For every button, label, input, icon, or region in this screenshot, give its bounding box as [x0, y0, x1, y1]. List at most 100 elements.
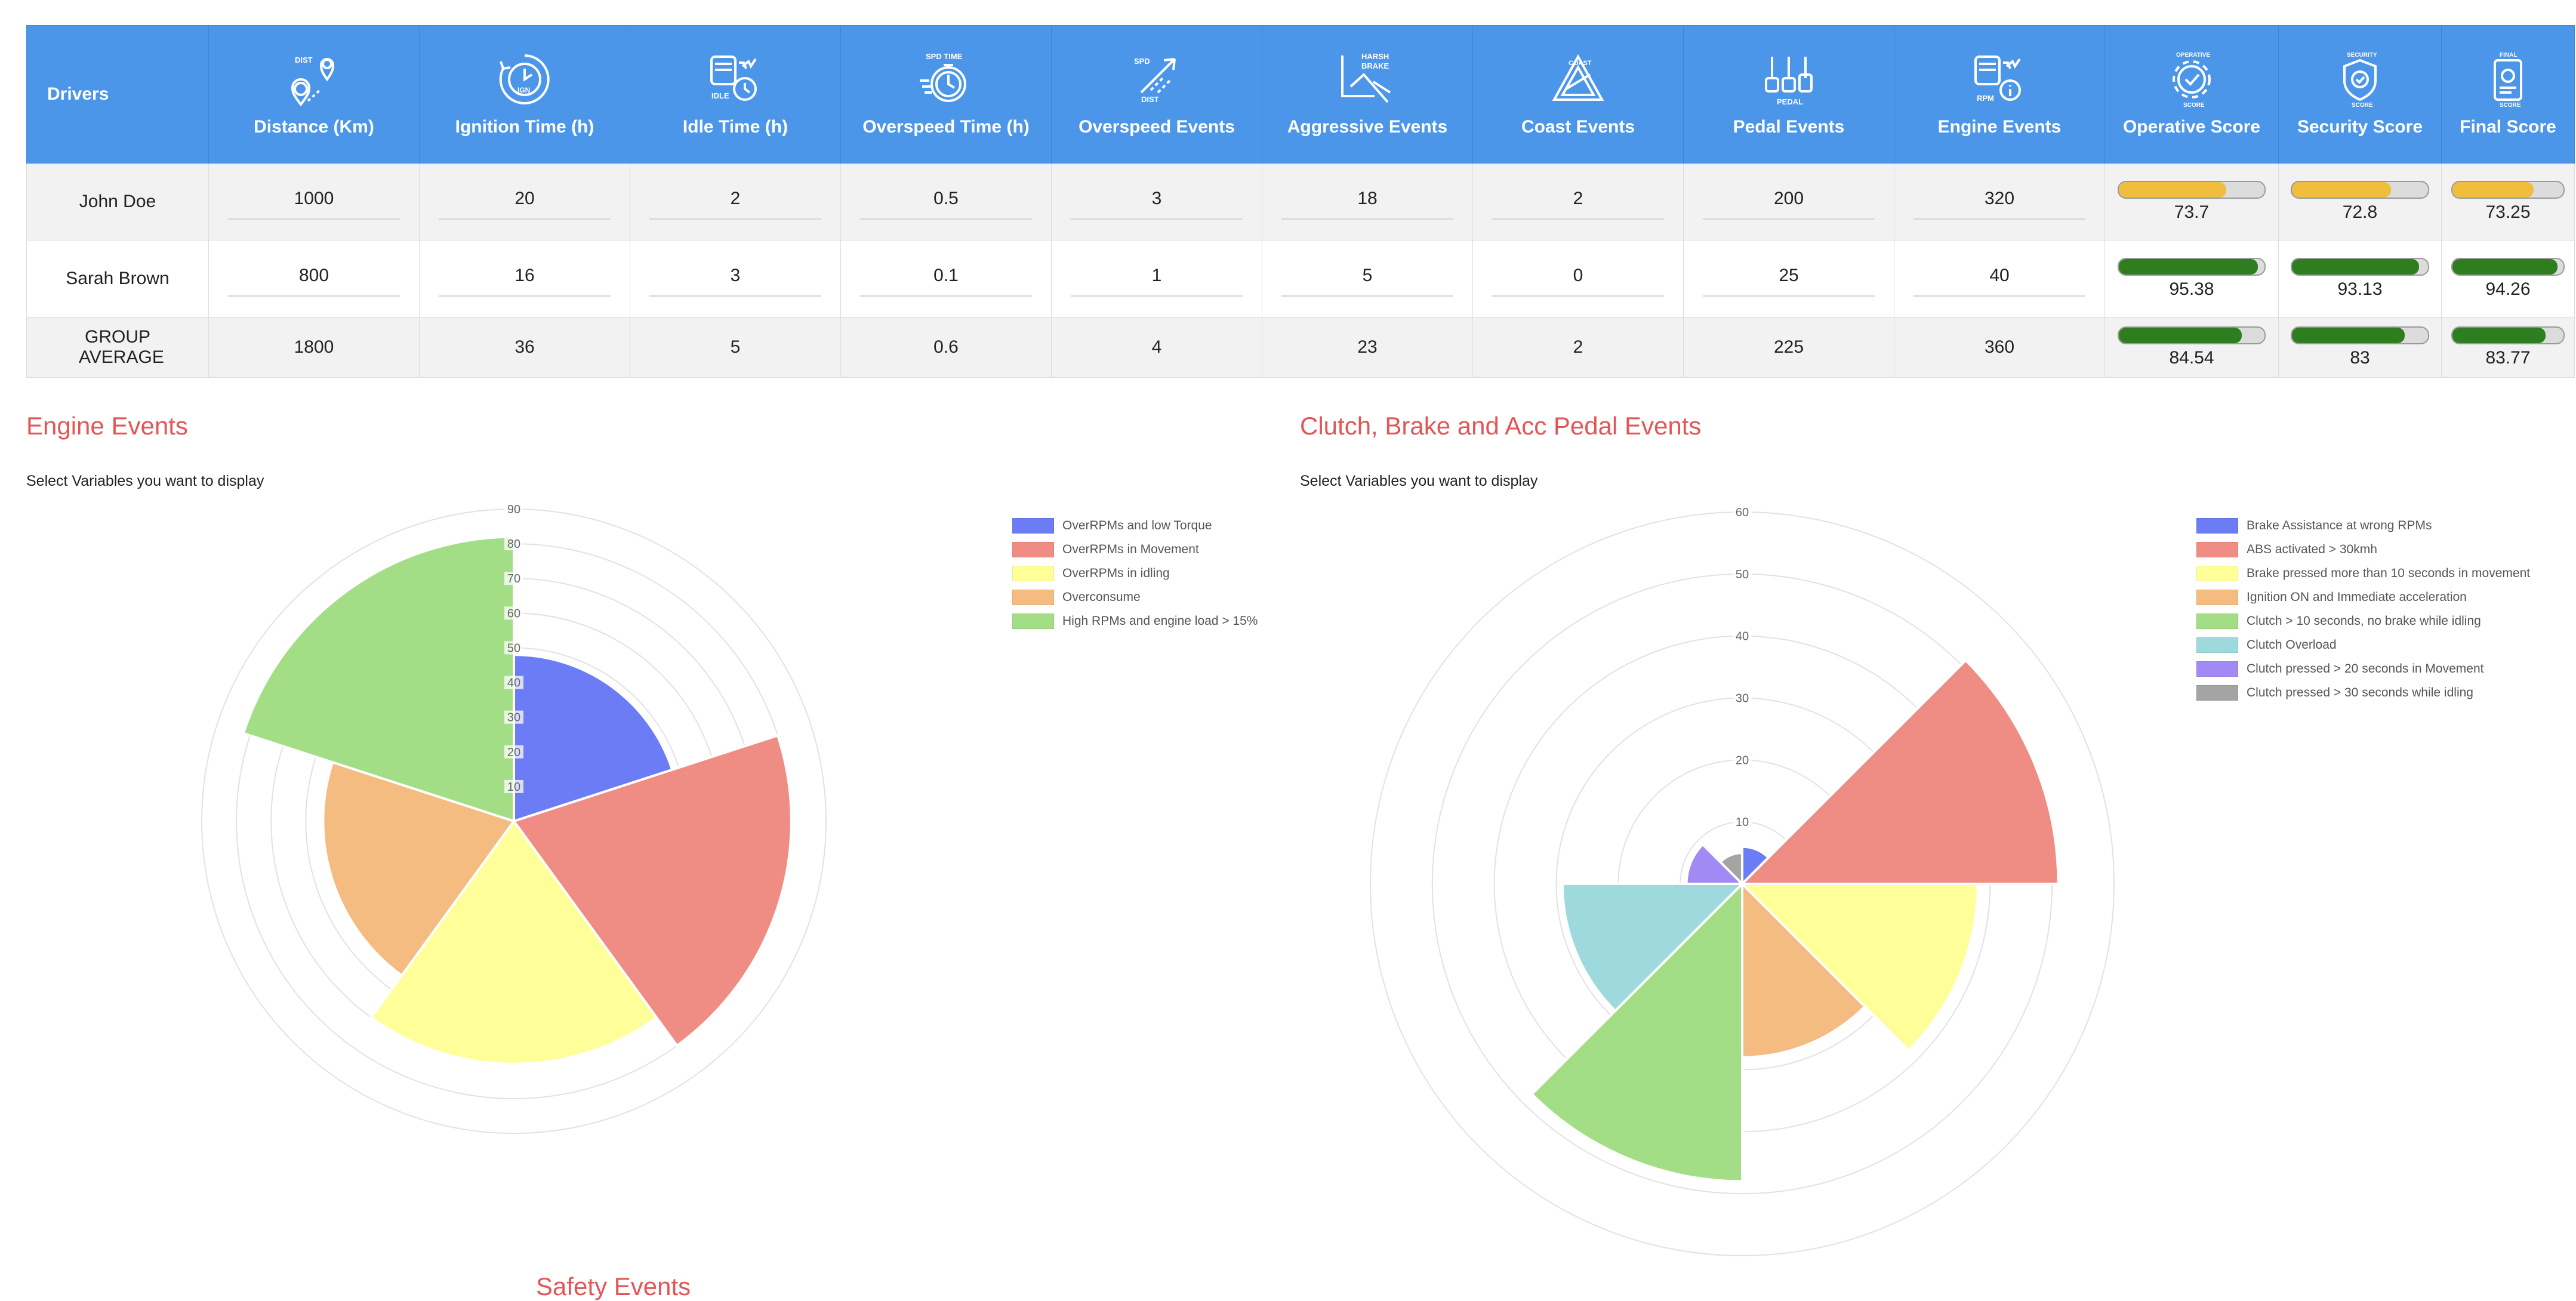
legend-swatch [1012, 566, 1054, 581]
aggressive-input[interactable] [1281, 184, 1454, 220]
header-final-score[interactable]: FINAL SCORE Final Score [2441, 25, 2575, 164]
polar-slice[interactable] [511, 733, 793, 1047]
operative-score-bar [2118, 258, 2266, 276]
pedal-cell [1683, 163, 1894, 241]
legend-label: High RPMs and engine load > 15% [1062, 614, 1258, 628]
header-security-score[interactable]: SECURITY SCORE Security Score [2278, 25, 2442, 164]
legend-item[interactable]: Brake pressed more than 10 seconds in mo… [2196, 562, 2530, 585]
legend-item[interactable]: Clutch > 10 seconds, no brake while idli… [2196, 609, 2530, 633]
tick-label-bg [504, 606, 523, 620]
security-score-value: 72.8 [2342, 202, 2378, 222]
legend-swatch [1012, 518, 1054, 534]
legend-item[interactable]: OverRPMs in Movement [1012, 538, 1258, 562]
overspeed-time-value: 0.6 [933, 337, 959, 357]
legend-item[interactable]: ABS activated > 30kmh [2196, 538, 2530, 562]
idle-cell: 5 [630, 317, 841, 378]
operative-score-fill [2119, 259, 2258, 275]
legend-swatch [2196, 542, 2238, 557]
engine-input[interactable] [1913, 184, 2086, 220]
tick-label-bg [1733, 815, 1752, 829]
stopwatch-icon: SPD TIME [920, 52, 966, 102]
legend-item[interactable]: High RPMs and engine load > 15% [1012, 609, 1258, 633]
legend-swatch [2196, 637, 2238, 653]
header-pedal-events[interactable]: PEDAL Pedal Events [1683, 25, 1894, 164]
legend-item[interactable]: Clutch pressed > 20 seconds in Movement [2196, 657, 2530, 681]
security-score-fill [2291, 328, 2405, 343]
distance-cell [208, 163, 420, 241]
security-score-value: 93.13 [2337, 279, 2383, 299]
final-score-cell: 94.26 [2441, 240, 2575, 317]
overspeed-events-input[interactable] [1070, 261, 1243, 297]
distance-input[interactable] [227, 184, 400, 220]
idle-input[interactable] [649, 261, 822, 297]
header-drivers: Drivers [26, 25, 209, 164]
tick-label-bg [504, 572, 523, 585]
overspeed-events-input[interactable] [1070, 184, 1243, 220]
header-engine-events[interactable]: RPM Engine Events [1894, 25, 2105, 164]
legend-label: OverRPMs in Movement [1062, 542, 1199, 556]
legend-item[interactable]: Brake Assistance at wrong RPMs [2196, 514, 2530, 538]
legend-item[interactable]: Clutch pressed > 30 seconds while idling [2196, 681, 2530, 705]
ignition-input[interactable] [438, 261, 611, 297]
polar-slice[interactable] [1739, 883, 1979, 1052]
polar-slice[interactable] [1741, 881, 1867, 1059]
header-operative-score[interactable]: OPERATIVE SCORE Operative Score [2104, 25, 2279, 164]
header-idle[interactable]: IDLE Idle Time (h) [630, 25, 841, 164]
legend-item[interactable]: Ignition ON and Immediate acceleration [2196, 585, 2530, 609]
header-overspeed-time[interactable]: SPD TIME Overspeed Time (h) [840, 25, 1052, 164]
svg-text:FINAL: FINAL [2500, 52, 2517, 58]
coast-input[interactable] [1492, 184, 1665, 220]
operative-score-fill [2119, 328, 2242, 343]
polar-slice[interactable] [1561, 883, 1745, 1013]
pedal-input[interactable] [1702, 261, 1875, 297]
polar-slice[interactable] [513, 653, 674, 823]
legend-item[interactable]: Clutch Overload [2196, 633, 2530, 657]
aggressive-input[interactable] [1281, 261, 1454, 297]
operative-score-value: 95.38 [2169, 279, 2214, 299]
polar-slice[interactable] [369, 819, 658, 1065]
svg-text:SCORE: SCORE [2183, 102, 2205, 108]
final-score-doc-icon: FINAL SCORE [2494, 52, 2522, 108]
coast-input[interactable] [1492, 261, 1665, 297]
legend-item[interactable]: OverRPMs in idling [1012, 562, 1258, 585]
polar-slice[interactable] [1530, 881, 1743, 1183]
security-score-fill [2291, 259, 2419, 275]
overspeed-time-input[interactable] [859, 261, 1033, 297]
tick-label-bg [504, 745, 523, 759]
ignition-input[interactable] [438, 184, 611, 220]
svg-text:SPD TIME: SPD TIME [926, 52, 963, 61]
security-score-bar [2290, 258, 2430, 276]
security-score-cell: 72.8 [2278, 163, 2442, 241]
idle-input[interactable] [649, 184, 822, 220]
overspeed-events-cell [1051, 163, 1262, 241]
header-aggressive-events[interactable]: HARSH BRAKE Aggressive Events [1262, 25, 1473, 164]
polar-slice[interactable] [1718, 852, 1743, 887]
header-overspeed-events[interactable]: SPD DIST Overspeed Events [1051, 25, 1262, 164]
header-ignition[interactable]: IGN Ignition Time (h) [419, 25, 630, 164]
security-score-value: 83 [2350, 348, 2370, 368]
polar-slice[interactable] [242, 535, 515, 823]
final-score-cell: 73.25 [2441, 163, 2575, 241]
polar-slice[interactable] [322, 760, 516, 978]
drivers-table: Drivers DIST Distance (Km) IGN Ignition … [26, 25, 2575, 378]
svg-text:DIST: DIST [1141, 95, 1159, 104]
distance-value: 1800 [294, 337, 334, 357]
pedal-input[interactable] [1702, 184, 1875, 220]
legend-item[interactable]: Overconsume [1012, 585, 1258, 609]
engine-events-polar-chart[interactable]: 10 20 30 40 50 60 70 80 90 [197, 504, 831, 1138]
distance-cell [208, 240, 420, 317]
overspeed-time-input[interactable] [859, 184, 1033, 220]
engine-value: 360 [1984, 337, 2015, 357]
header-coast-events[interactable]: COAST Coast Events [1472, 25, 1684, 164]
legend-item[interactable]: OverRPMs and low Torque [1012, 514, 1258, 538]
pedal-events-polar-chart[interactable]: 10 20 30 40 50 60 [1366, 507, 2119, 1260]
distance-input[interactable] [227, 261, 400, 297]
engine-input[interactable] [1913, 261, 2086, 297]
security-score-cell: 83 [2278, 317, 2442, 378]
polar-slice[interactable] [1685, 843, 1745, 885]
polar-slice[interactable] [1739, 658, 2060, 885]
header-distance[interactable]: DIST Distance (Km) [208, 25, 420, 164]
aggressive-cell [1262, 240, 1473, 317]
overspeed-time-cell [840, 240, 1052, 317]
svg-text:BRAKE: BRAKE [1361, 61, 1389, 70]
